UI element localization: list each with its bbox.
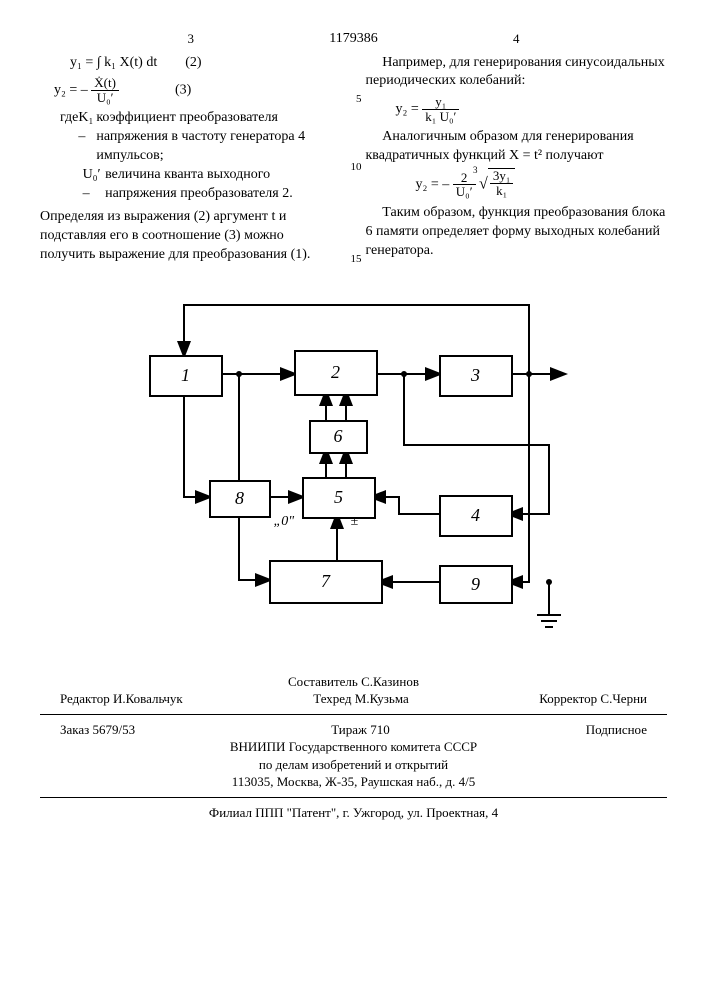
line-num-5: 5 (348, 92, 362, 107)
eqB-root-den: k₁ (490, 184, 514, 198)
tirazh: Тираж 710 (331, 721, 390, 739)
block-5: 5 (302, 477, 376, 519)
left-para-1: Определяя из выражения (2) аргумент t и … (40, 208, 342, 265)
block-diagram: 1 2 3 6 8 5 4 7 9 „0" ± (119, 285, 589, 645)
corrector: Корректор С.Черни (539, 690, 647, 708)
right-para-1: Например, для генерирования синусоидальн… (366, 54, 668, 92)
right-para-3: Таким образом, функция преобразования бл… (366, 204, 668, 261)
eqA-num: y₁ (422, 95, 459, 110)
org-line-1: ВНИИПИ Государственного комитета СССР (40, 738, 667, 756)
equation-a: y₂ = y₁ k₁ U₀′ (396, 95, 668, 124)
k1-def: коэффициент преобразователя напряжения в… (96, 109, 341, 166)
podpisnoe: Подписное (586, 721, 647, 739)
left-col-num: 3 (40, 30, 342, 48)
eq2-body: y₁ = ∫ k₁ X(t) dt (70, 55, 157, 70)
branch: Филиал ППП "Патент", г. Ужгород, ул. Про… (40, 804, 667, 822)
page: 1179386 3 y₁ = ∫ k₁ X(t) dt (2) y₂ = – Ẋ… (40, 30, 667, 821)
label-zero: „0" (274, 513, 295, 532)
line-num-10: 10 (348, 160, 362, 175)
right-column: 4 Например, для генерирования синусоидал… (366, 30, 668, 269)
eqA-lhs: y₂ = (396, 102, 419, 117)
eq2-tag: (2) (185, 55, 201, 70)
label-plus-minus: ± (351, 513, 359, 532)
eqB-frac-den: U₀′ (453, 185, 476, 199)
block-1: 1 (149, 355, 223, 397)
eqB-lhs: y₂ = – (416, 177, 450, 192)
eqB-root-num: 3y₁ (490, 169, 514, 184)
where-block: где K₁ – коэффициент преобразователя нап… (60, 109, 342, 203)
block-3: 3 (439, 355, 513, 397)
block-8: 8 (209, 480, 271, 518)
eq3-den: U₀′ (91, 91, 119, 105)
k1-symbol: K₁ – (78, 109, 96, 166)
block-7: 7 (269, 560, 383, 604)
org-line-2: по делам изобретений и открытий (40, 756, 667, 774)
line-num-15: 15 (348, 252, 362, 267)
eqA-den: k₁ U₀′ (422, 110, 459, 124)
right-para-2: Аналогичным образом для генерирования кв… (366, 128, 668, 166)
where-label: где (60, 109, 78, 166)
tech-editor: Техред М.Кузьма (313, 690, 408, 708)
compiler: Составитель С.Казинов (40, 673, 667, 691)
block-4: 4 (439, 495, 513, 537)
eq3-num: Ẋ(t) (91, 76, 119, 91)
equation-2: y₁ = ∫ k₁ X(t) dt (2) (70, 54, 342, 73)
u0-def: величина кванта выходного напряжения пре… (105, 166, 341, 204)
equation-b: y₂ = – 2 U₀′ 3 √ 3y₁ k₁ (416, 170, 668, 200)
left-column: 3 y₁ = ∫ k₁ X(t) dt (2) y₂ = – Ẋ(t) U₀′ … (40, 30, 342, 269)
eq3-tag: (3) (175, 83, 191, 98)
eq3-lhs: y₂ = – (54, 83, 88, 98)
u0-symbol: U₀′ – (83, 166, 106, 204)
order-num: Заказ 5679/53 (60, 721, 135, 739)
block-2: 2 (294, 350, 378, 396)
right-col-num: 4 (366, 30, 668, 48)
block-6: 6 (309, 420, 368, 454)
block-9: 9 (439, 565, 513, 604)
eqB-root-deg: 3 (473, 164, 478, 176)
equation-3: y₂ = – Ẋ(t) U₀′ (3) (54, 76, 342, 105)
editor: Редактор И.Ковальчук (60, 690, 183, 708)
imprint-footer: Составитель С.Казинов Редактор И.Ковальч… (40, 673, 667, 822)
address-1: 113035, Москва, Ж-35, Раушская наб., д. … (40, 773, 667, 791)
text-columns: 3 y₁ = ∫ k₁ X(t) dt (2) y₂ = – Ẋ(t) U₀′ … (40, 30, 667, 269)
